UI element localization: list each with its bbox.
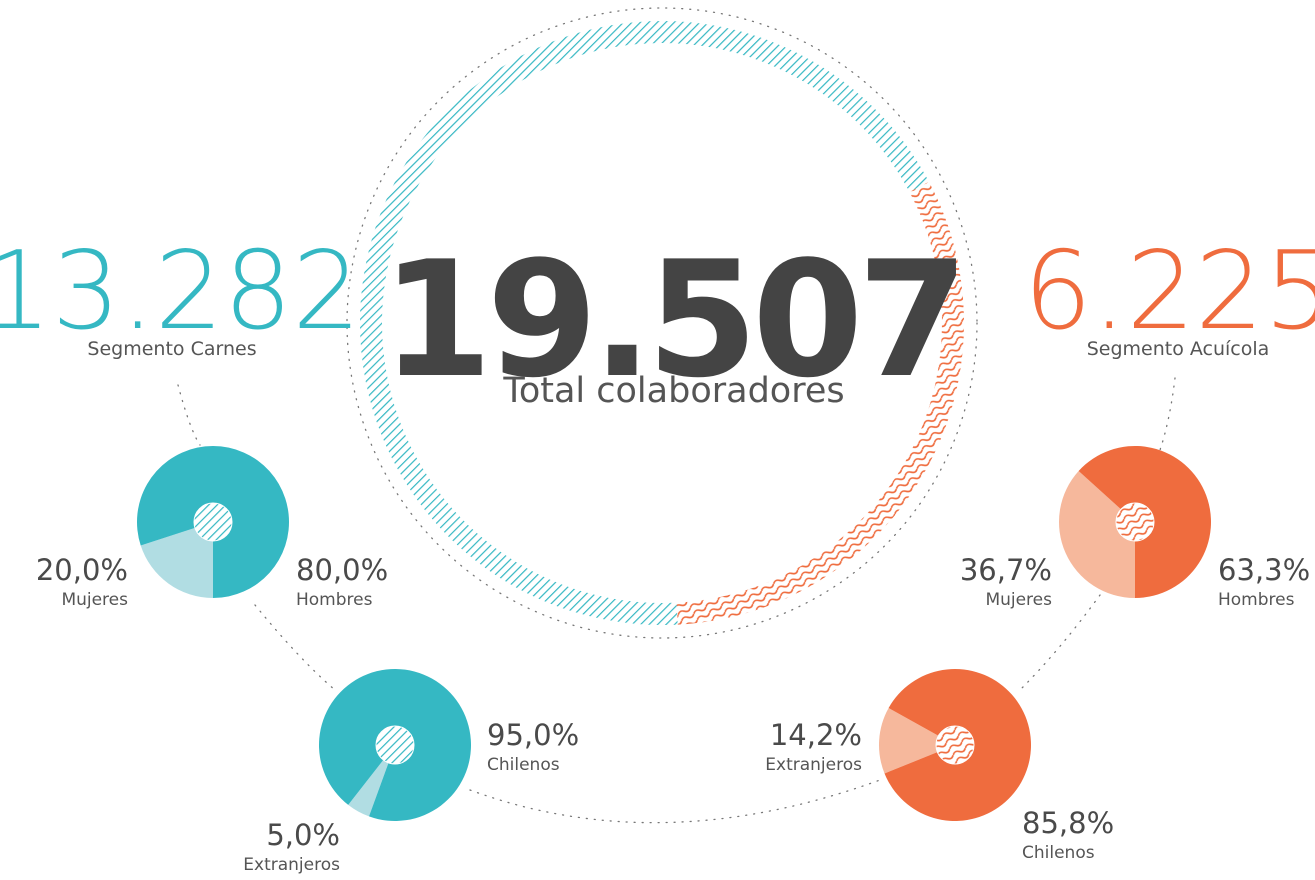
pie-slice [348,745,395,817]
pie-value-label: 95,0% [487,718,579,752]
pie-category: Mujeres [61,590,128,610]
total-label: Total colaboradores [502,371,844,411]
connector [469,779,881,824]
segment-value: 13.282 [0,229,361,354]
total-value: 19.507 [381,226,962,413]
ring-segment [676,181,964,625]
pie-value-label: 14,2% [770,718,862,752]
pie-category: Extranjeros [243,855,340,875]
segment-value: 6.225 [1023,229,1315,354]
pie-category: Chilenos [487,755,560,775]
pie-value-label: 85,8% [1022,806,1114,840]
pie-center [935,725,975,765]
pie-value-label: 36,7% [960,553,1052,587]
pie-slice [1059,471,1135,598]
pie-center [1115,502,1155,542]
connector [1159,377,1176,451]
pie-value-label: 20,0% [36,553,128,587]
pie-value-label: 80,0% [296,553,388,587]
segment-label: Segmento Acuícola [1087,338,1270,360]
pie-value-label: 63,3% [1218,553,1310,587]
pie-category: Hombres [296,590,373,610]
connector [1019,594,1101,691]
segment-label: Segmento Carnes [87,338,256,360]
marks [137,21,1212,822]
ring-segment [360,21,929,625]
pie-value-label: 5,0% [266,818,340,852]
pie-center [193,502,233,542]
pie-category: Chilenos [1022,843,1095,863]
pie-category: Hombres [1218,590,1295,610]
pie-center [375,725,415,765]
pie-category: Mujeres [985,590,1052,610]
connector [254,604,336,691]
connector [177,384,201,446]
pie-category: Extranjeros [765,755,862,775]
pie-slice [879,708,955,774]
pie-slice [140,522,213,598]
outer-dotted-ring [346,7,978,639]
